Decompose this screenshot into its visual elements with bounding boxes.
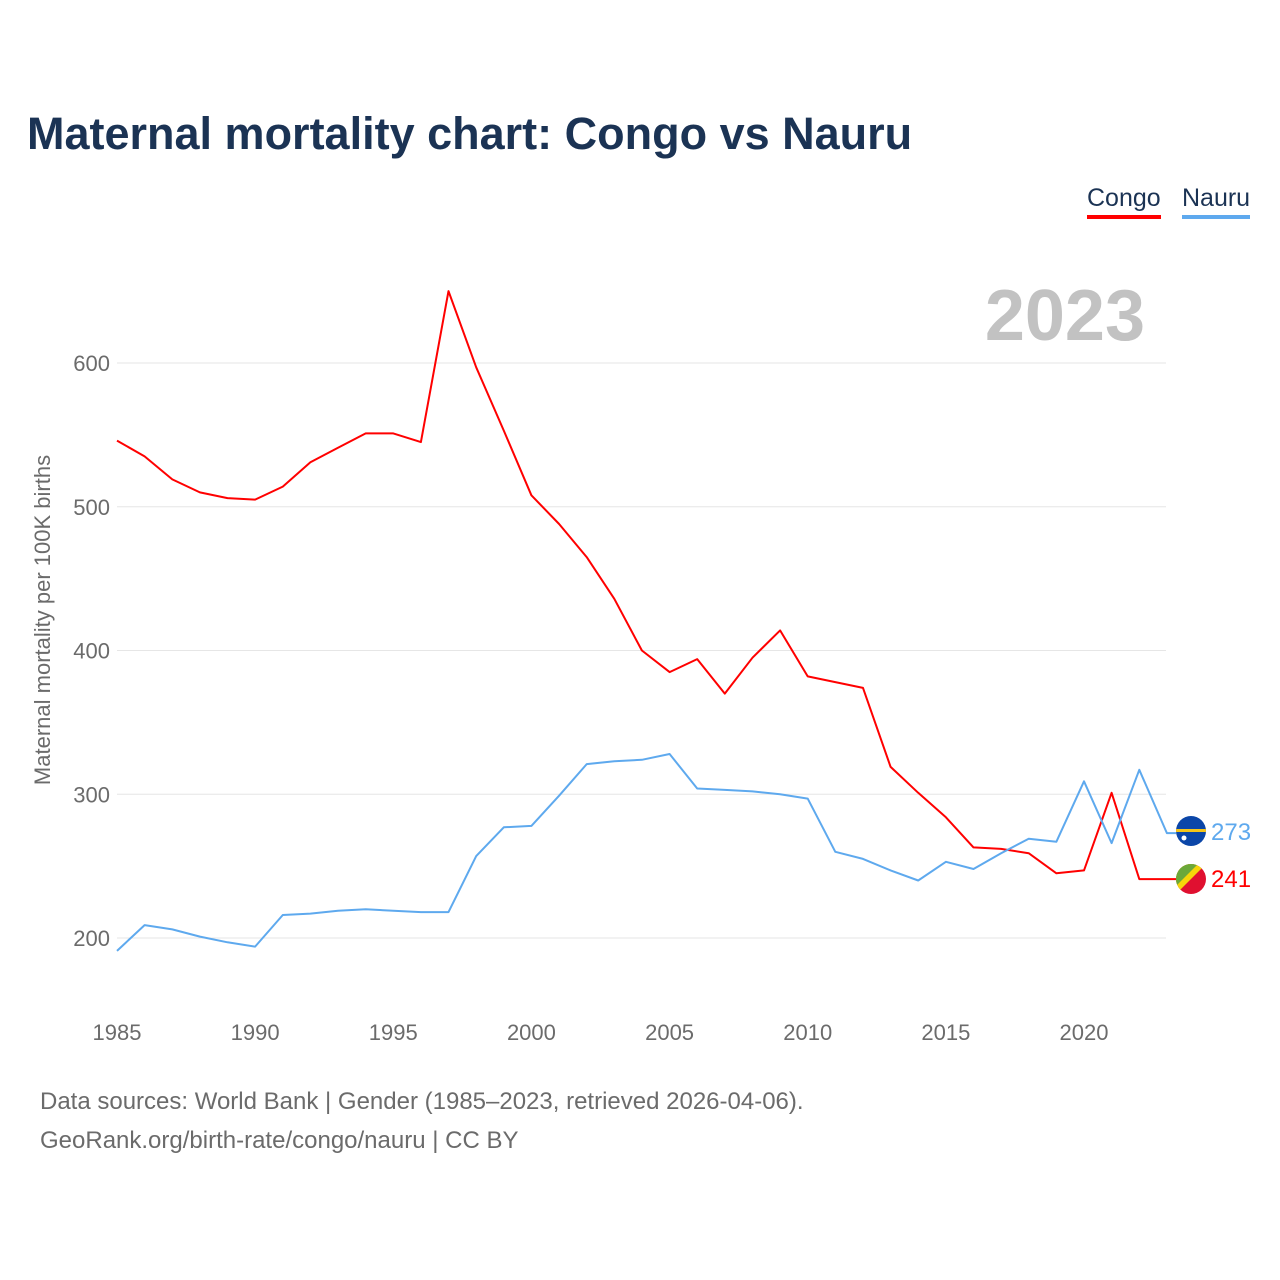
y-tick-label: 500 bbox=[73, 495, 110, 520]
legend-congo[interactable]: Congo bbox=[1087, 184, 1161, 219]
x-tick-label: 2015 bbox=[921, 1020, 970, 1045]
x-tick-label: 1995 bbox=[369, 1020, 418, 1045]
y-tick-label: 400 bbox=[73, 639, 110, 664]
y-tick-label: 200 bbox=[73, 926, 110, 951]
license-link[interactable]: GeoRank.org/birth-rate/congo/nauru | CC … bbox=[40, 1127, 519, 1154]
data-sources: Data sources: World Bank | Gender (1985–… bbox=[40, 1088, 804, 1115]
nauru-end-label: 273 bbox=[1211, 819, 1251, 846]
congo-end-label: 241 bbox=[1211, 866, 1251, 893]
x-tick-label: 2010 bbox=[783, 1020, 832, 1045]
series-line-nauru bbox=[116, 753, 1176, 952]
series-line-congo bbox=[116, 290, 1176, 881]
x-tick-label: 2000 bbox=[507, 1020, 556, 1045]
y-tick-label: 300 bbox=[73, 782, 110, 807]
legend-nauru[interactable]: Nauru bbox=[1182, 184, 1251, 219]
x-tick-label: 2005 bbox=[645, 1020, 694, 1045]
x-tick-label: 1985 bbox=[93, 1020, 142, 1045]
x-tick-label: 2020 bbox=[1060, 1020, 1109, 1045]
chart-title: Maternal mortality chart: Congo vs Nauru bbox=[27, 108, 913, 159]
congo-flag-icon bbox=[1176, 864, 1206, 894]
nauru-flag-icon bbox=[1176, 816, 1206, 846]
y-tick-label: 600 bbox=[73, 351, 110, 376]
x-tick-label: 1990 bbox=[231, 1020, 280, 1045]
year-watermark: 2023 bbox=[985, 276, 1145, 356]
y-axis-label: Maternal mortality per 100K births bbox=[30, 455, 55, 785]
